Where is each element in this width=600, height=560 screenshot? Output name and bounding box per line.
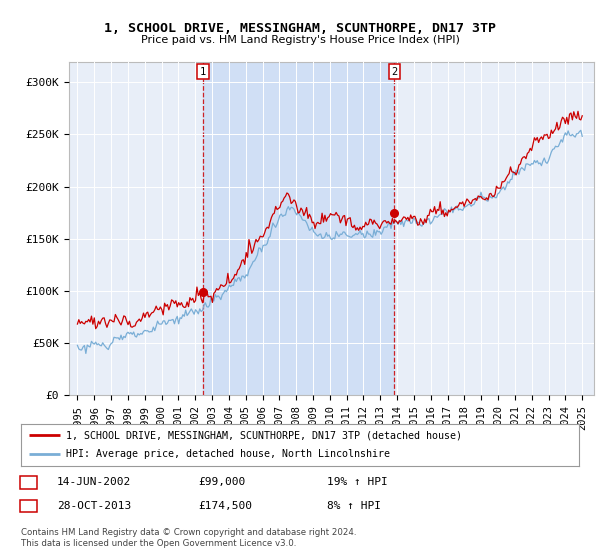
Text: 2: 2	[391, 67, 397, 77]
Text: 1: 1	[25, 477, 32, 487]
Text: 1, SCHOOL DRIVE, MESSINGHAM, SCUNTHORPE, DN17 3TP (detached house): 1, SCHOOL DRIVE, MESSINGHAM, SCUNTHORPE,…	[65, 430, 461, 440]
Text: £99,000: £99,000	[198, 477, 245, 487]
Text: 1, SCHOOL DRIVE, MESSINGHAM, SCUNTHORPE, DN17 3TP: 1, SCHOOL DRIVE, MESSINGHAM, SCUNTHORPE,…	[104, 22, 496, 35]
Text: 8% ↑ HPI: 8% ↑ HPI	[327, 501, 381, 511]
Text: Contains HM Land Registry data © Crown copyright and database right 2024.
This d: Contains HM Land Registry data © Crown c…	[21, 528, 356, 548]
Text: 28-OCT-2013: 28-OCT-2013	[57, 501, 131, 511]
Text: £174,500: £174,500	[198, 501, 252, 511]
Text: 1: 1	[200, 67, 206, 77]
Bar	[203, 62, 394, 395]
Text: 19% ↑ HPI: 19% ↑ HPI	[327, 477, 388, 487]
Text: Price paid vs. HM Land Registry's House Price Index (HPI): Price paid vs. HM Land Registry's House …	[140, 35, 460, 45]
Text: 14-JUN-2002: 14-JUN-2002	[57, 477, 131, 487]
Text: 2: 2	[25, 501, 32, 511]
Text: HPI: Average price, detached house, North Lincolnshire: HPI: Average price, detached house, Nort…	[65, 449, 389, 459]
